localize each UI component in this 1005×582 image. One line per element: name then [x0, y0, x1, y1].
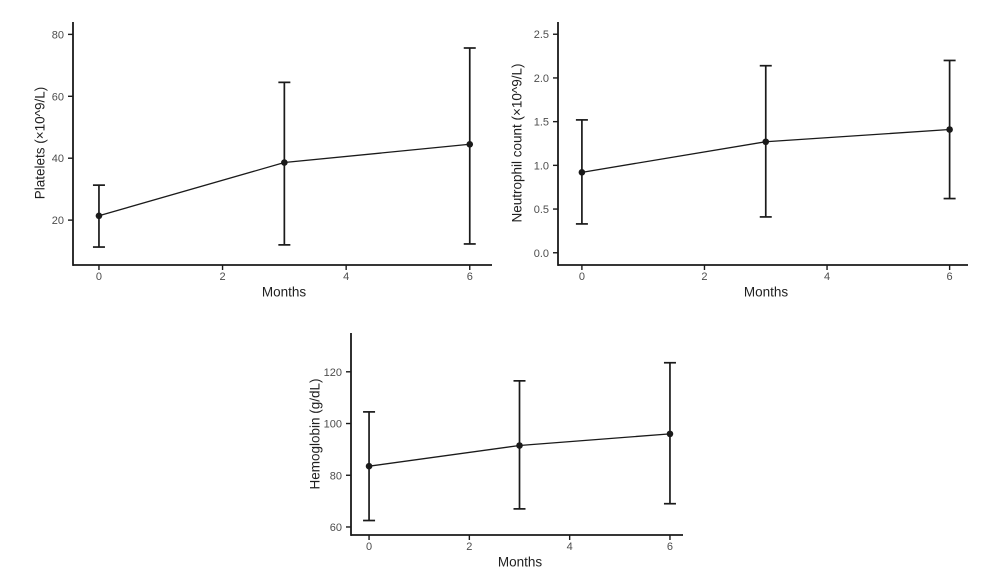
platelets-x-axis-title: Months	[261, 284, 307, 300]
neutrophil-y-tick-label: 0.0	[534, 248, 549, 260]
hemoglobin-x-tick-label: 2	[466, 541, 472, 553]
platelets-y-tick-label: 20	[52, 215, 64, 227]
neutrophil-y-tick-label: 0.5	[534, 204, 549, 216]
hemoglobin-data-point-month-3	[516, 442, 523, 449]
neutrophil-y-axis-title: Neutrophil count (×10^9/L)	[509, 63, 525, 223]
platelets-x-tick-label: 6	[467, 271, 473, 283]
platelets-chart: 20 40 60 80 0 2 4 6 Platelets (×10^9/L) Months	[0, 0, 500, 310]
hemoglobin-y-tick-label: 80	[330, 470, 342, 482]
neutrophil-y-tick-label: 2.0	[534, 73, 549, 85]
hemoglobin-x-tick-label: 4	[567, 541, 573, 553]
neutrophil-chart: 0.0 0.5 1.0 1.5 2.0 2.5 0 2 4 6 Neutrophil count …	[500, 0, 1005, 310]
platelets-x-tick-label: 0	[96, 271, 102, 283]
hemoglobin-x-tick-label: 6	[667, 541, 673, 553]
hemoglobin-y-tick-label: 100	[324, 419, 342, 431]
hemoglobin-data-point-month-6	[666, 430, 674, 438]
platelets-data-point-month-6	[466, 140, 474, 148]
hemoglobin-y-tick-label: 60	[330, 522, 342, 534]
hemoglobin-y-axis-title: Hemoglobin (g/dL)	[307, 378, 323, 490]
hemoglobin-chart: 60 80 100 120 0 2 4 6 Hemoglobin (g/dL) Months	[300, 310, 720, 582]
neutrophil-x-tick-label: 2	[701, 271, 707, 283]
neutrophil-x-axis-title: Months	[743, 284, 789, 300]
neutrophil-x-tick-label: 0	[579, 271, 585, 283]
platelets-x-tick-label: 2	[219, 271, 225, 283]
hemoglobin-x-axis-title: Months	[497, 554, 543, 570]
hemoglobin-data-point-month-0	[365, 462, 373, 470]
hemoglobin-x-tick-label: 0	[366, 541, 372, 553]
platelets-y-axis-title: Platelets (×10^9/L)	[32, 86, 48, 200]
neutrophil-x-tick-label: 6	[947, 271, 953, 283]
neutrophil-data-point-month-3	[762, 138, 770, 146]
platelets-plot-area: 20 40 60 80 0 2 4 6	[52, 22, 492, 283]
neutrophil-data-point-month-6	[946, 126, 953, 133]
platelets-y-tick-label: 40	[52, 153, 64, 165]
neutrophil-y-tick-label: 1.0	[534, 160, 549, 172]
platelets-y-tick-label: 80	[52, 29, 64, 41]
hemoglobin-plot-area: 60 80 100 120 0 2 4 6	[324, 333, 683, 553]
neutrophil-x-tick-label: 4	[824, 271, 830, 283]
neutrophil-y-tick-label: 1.5	[534, 117, 549, 129]
platelets-data-point-month-0	[95, 212, 103, 220]
platelets-x-tick-label: 4	[343, 271, 349, 283]
platelets-y-tick-label: 60	[52, 91, 64, 103]
platelets-data-point-month-3	[281, 159, 288, 166]
neutrophil-data-point-month-0	[578, 169, 586, 176]
neutrophil-y-tick-label: 2.5	[534, 29, 549, 41]
neutrophil-plot-area: 0.0 0.5 1.0 1.5 2.0 2.5 0 2 4 6	[534, 22, 968, 283]
hemoglobin-y-tick-label: 120	[324, 367, 342, 379]
